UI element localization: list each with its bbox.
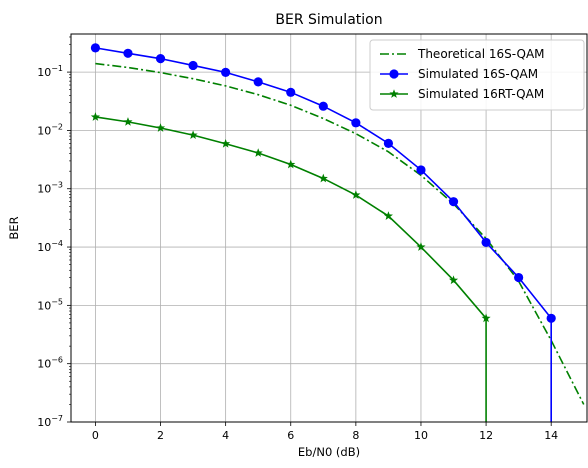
data-point <box>123 48 133 58</box>
data-point <box>90 43 101 53</box>
y-axis-ticks: 10−7 10−6 10−5 10−4 10−3 10−2 10−1 <box>37 36 71 429</box>
x-tick-label: 2 <box>157 429 164 442</box>
chart-title: BER Simulation <box>275 12 382 28</box>
legend-marker <box>389 89 399 98</box>
data-point <box>351 190 361 199</box>
x-tick-label: 0 <box>92 429 99 442</box>
data-point <box>286 87 296 97</box>
data-point <box>318 101 328 111</box>
y-tick-label: 10−4 <box>37 239 63 254</box>
data-point <box>188 60 198 71</box>
legend: Theoretical 16S-QAM Simulated 16S-QAM Simu… <box>369 39 585 111</box>
data-point <box>318 173 328 183</box>
data-point <box>448 197 459 207</box>
data-point <box>416 165 426 175</box>
data-point <box>155 54 166 64</box>
data-point <box>481 313 491 323</box>
y-tick-label: 10−1 <box>37 64 63 79</box>
y-tick-label: 10−3 <box>37 181 63 196</box>
data-point <box>481 237 491 248</box>
legend-label: Simulated 16RT-QAM <box>418 87 544 101</box>
y-tick-label: 10−5 <box>37 297 63 312</box>
x-tick-label: 10 <box>414 429 428 442</box>
data-point <box>253 77 263 87</box>
plot-frame <box>70 33 588 423</box>
data-point <box>188 130 198 140</box>
y-tick-label: 10−2 <box>37 122 63 137</box>
data-point <box>253 148 263 157</box>
legend-box <box>369 39 585 111</box>
data-point <box>514 272 524 283</box>
x-tick-label: 8 <box>352 429 359 442</box>
data-point <box>90 112 100 121</box>
series-line <box>95 47 552 422</box>
data-point <box>351 118 361 128</box>
x-axis-ticks: 0 2 4 6 8 10 12 14 <box>92 422 558 442</box>
data-point <box>286 159 296 169</box>
data-point <box>416 242 426 251</box>
data-point <box>383 138 394 148</box>
legend-marker <box>389 69 399 79</box>
x-tick-label: 12 <box>479 429 493 442</box>
legend-label: Theoretical 16S-QAM <box>417 47 545 61</box>
x-tick-label: 6 <box>287 429 294 442</box>
series-2 <box>90 112 491 422</box>
series-layer <box>90 43 585 422</box>
y-tick-label: 10−7 <box>37 414 63 429</box>
x-tick-label: 14 <box>544 429 558 442</box>
series-line <box>95 116 487 422</box>
series-1 <box>90 43 556 422</box>
data-point <box>448 275 459 285</box>
x-tick-label: 4 <box>222 429 229 442</box>
data-point <box>155 123 166 132</box>
data-point <box>546 313 556 323</box>
legend-label: Simulated 16S-QAM <box>418 67 538 81</box>
x-axis-label: Eb/N0 (dB) <box>298 445 360 459</box>
data-point <box>383 211 393 220</box>
y-tick-label: 10−6 <box>37 356 63 371</box>
data-point <box>221 138 231 148</box>
y-axis-label: BER <box>7 216 21 239</box>
data-point <box>221 67 231 77</box>
data-point <box>123 117 133 126</box>
